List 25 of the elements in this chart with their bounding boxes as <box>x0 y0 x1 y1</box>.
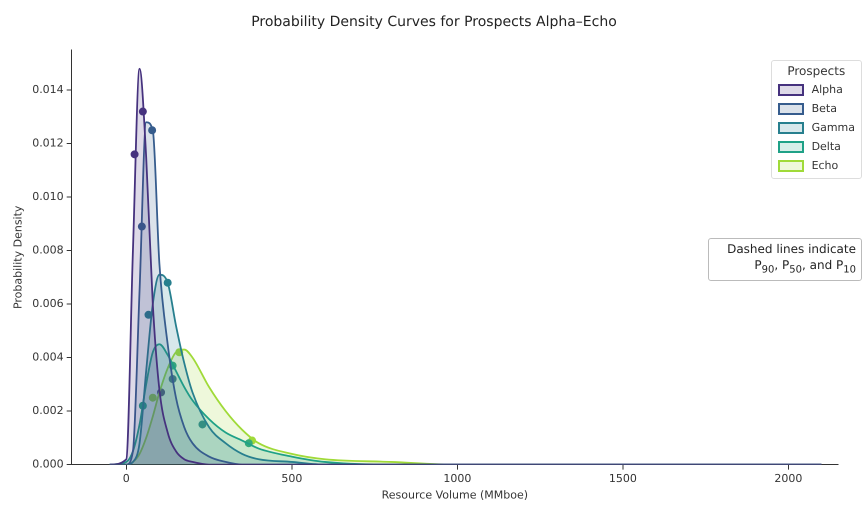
legend-title: Prospects <box>786 64 846 78</box>
y-tick-label: 0.006 <box>32 296 64 310</box>
y-tick-label: 0.008 <box>32 243 64 256</box>
x-tick-label: 1500 <box>608 472 637 486</box>
x-tick-label: 0 <box>122 472 130 486</box>
y-tick-label: 0.004 <box>32 350 64 364</box>
annotation: Dashed lines indicate P$_{90}$, P$_{50}$, and P$_{10}$ <box>708 238 862 282</box>
y-tick-label: 0.010 <box>32 190 64 203</box>
legend-label: Delta <box>812 140 841 153</box>
y-tick-label: 0.002 <box>32 404 64 417</box>
legend-label: Gamma <box>812 121 855 134</box>
y-tick-label: 0.014 <box>32 82 64 96</box>
legend-label: Alpha <box>812 83 843 96</box>
legend-label: Echo <box>812 159 838 172</box>
y-tick-label: 0.000 <box>32 457 64 470</box>
x-tick-label: 1000 <box>443 472 472 486</box>
y-axis-title: Probability Density <box>11 205 24 310</box>
x-tick-label: 500 <box>281 472 302 486</box>
chart-title: Probability Density Curves for Prospects Alpha–Echo <box>250 14 618 30</box>
legend-label: Beta <box>812 102 837 115</box>
y-tick-label: 0.012 <box>32 136 64 150</box>
point <box>198 420 206 428</box>
x-axis-title: Resource Volume (MMboe) <box>382 488 528 502</box>
point <box>148 394 157 402</box>
x-tick-label: 2000 <box>774 472 802 486</box>
